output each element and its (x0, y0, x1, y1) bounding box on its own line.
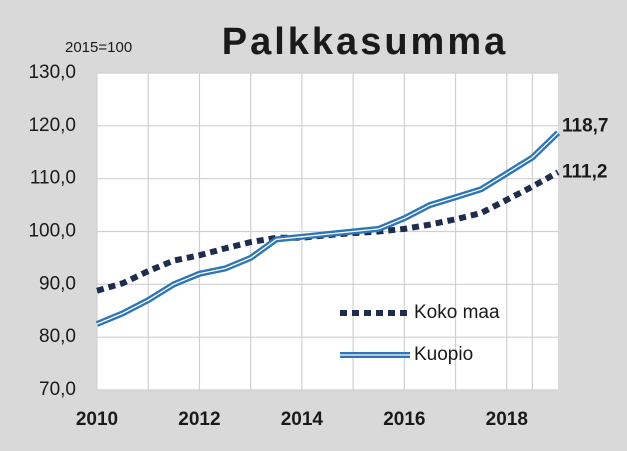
y-tick-label: 80,0 (39, 326, 76, 347)
x-tick-label: 2016 (383, 409, 425, 430)
y-tick-label: 100,0 (28, 221, 76, 242)
x-tick-label: 2012 (178, 409, 220, 430)
y-tick-label: 90,0 (39, 273, 76, 294)
y-tick-label: 110,0 (30, 168, 76, 189)
y-tick-label: 120,0 (28, 115, 76, 136)
x-tick-label: 2010 (76, 409, 118, 430)
legend-label: Kuopio (414, 344, 473, 365)
series-line-inner (96, 132, 559, 325)
value-label: 118,7 (562, 116, 609, 137)
y-tick-label: 70,0 (39, 379, 76, 400)
y-tick-label: 130,0 (28, 62, 76, 83)
chart-title: Palkkasumma (222, 21, 509, 63)
legend-label: Koko maa (414, 302, 500, 323)
x-tick-label: 2018 (486, 409, 528, 430)
value-label: 111,2 (562, 161, 607, 182)
x-tick-label: 2014 (281, 409, 324, 430)
unit-label: 2015=100 (65, 39, 132, 56)
